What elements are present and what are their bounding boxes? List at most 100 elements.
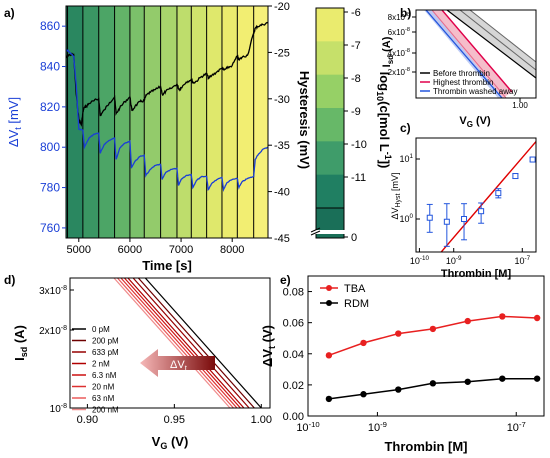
d-xtick-label: 0.90 xyxy=(77,414,98,426)
a-background-band xyxy=(206,6,222,238)
panel-label-e: e) xyxy=(280,273,291,287)
d-iv-curve xyxy=(113,278,231,408)
b-ylabel: Isd (A) xyxy=(381,36,395,67)
b-xlabel-rest: (V) xyxy=(473,115,491,127)
a-ytick-right-label: -20 xyxy=(274,1,290,13)
a-background-band xyxy=(160,6,177,238)
plot-a-injection-lines xyxy=(67,6,255,238)
a-background-band xyxy=(191,6,207,238)
colorbar-label-rest: (c[mol L xyxy=(377,101,392,152)
d-iv-curves xyxy=(113,278,262,408)
d-iv-curve xyxy=(123,278,241,408)
a-ylabel-left-unit: [mV] xyxy=(6,97,21,127)
c-ytick-label-base: 10 xyxy=(399,154,409,164)
plot-a-ticks: 5000 6000 7000 8000 760 780 800 820 840 860 -20 -25… xyxy=(40,1,290,256)
panel-label-b: b) xyxy=(400,6,411,20)
b-xlabel-sub: G xyxy=(467,120,473,129)
colorbar-ticks: -6 -7 -8 -9 -10 -11 0 xyxy=(344,7,367,244)
d-ytick-label-base: 3x10 xyxy=(39,286,61,297)
e-xtick-label: 10-9 xyxy=(368,420,387,434)
a-ytick-right-label: -40 xyxy=(274,187,290,199)
b-xlabel: VG (V) xyxy=(459,115,491,129)
b-ytick-label-sup: -8 xyxy=(405,48,410,54)
a-ytick-right-label: -25 xyxy=(274,47,290,59)
d-xlabel-sub: G xyxy=(160,441,167,451)
e-series-line xyxy=(328,315,538,357)
e-xtick-label-base: 10 xyxy=(368,422,380,434)
e-legend-tba: TBA xyxy=(344,283,366,295)
b-ytick-label: 8x10-8 xyxy=(388,12,410,22)
b-ytick-label: 6x10-8 xyxy=(388,27,410,37)
d-arrow-label: ΔVt xyxy=(170,359,188,373)
e-ytick-label: 0.00 xyxy=(283,411,304,423)
e-xtick-label: 10-10 xyxy=(296,420,319,434)
a-ytick-left-label: 820 xyxy=(40,100,60,114)
e-point xyxy=(429,325,437,333)
plot-b-frame xyxy=(415,9,537,99)
d-iv-curve xyxy=(120,278,238,408)
a-background-band xyxy=(221,6,238,238)
a-background-band xyxy=(67,6,83,238)
colorbar-cell xyxy=(316,108,344,142)
d-ylabel: Isd (A) xyxy=(12,325,29,361)
a-ytick-left-label: 780 xyxy=(40,181,60,195)
e-point xyxy=(499,375,506,382)
e-point xyxy=(325,352,333,359)
a-ylabel-left-main: ΔV xyxy=(6,129,21,147)
c-fit-line xyxy=(440,140,536,252)
e-legend-rdm: RDM xyxy=(344,298,369,310)
colorbar-cell xyxy=(316,74,344,109)
e-ytick-label: 0.08 xyxy=(283,287,304,299)
d-ytick-label: 3x10-8 xyxy=(39,285,67,297)
d-ylabel-sub: sd xyxy=(19,347,29,358)
b-curve-pink-2 xyxy=(431,10,507,98)
e-ytick-label: 0.06 xyxy=(283,318,304,330)
colorbar-label: log10(c[mol L-1]) xyxy=(375,72,393,169)
c-ytick-label: 101 xyxy=(399,153,413,164)
c-point xyxy=(495,190,502,197)
e-series xyxy=(325,313,541,403)
b-ytick-label-base: 8x10 xyxy=(388,13,406,22)
c-ylabel-main: ΔV xyxy=(390,208,400,220)
e-ylabel-sub: t xyxy=(267,346,277,349)
e-point xyxy=(429,380,437,387)
d-ytick-label-sup: -8 xyxy=(61,403,67,410)
e-legend-marker-rdm xyxy=(326,300,332,306)
a-ytick-right-label: -30 xyxy=(274,94,290,106)
d-xtick-label: 1.00 xyxy=(251,414,272,426)
d-ylabel-main: I xyxy=(12,357,27,361)
colorbar-tick-label: -7 xyxy=(351,40,361,52)
d-iv-curve xyxy=(137,278,255,408)
c-ytick-label-base: 10 xyxy=(399,214,409,224)
colorbar-cells xyxy=(315,8,345,239)
colorbar-tick-label: -6 xyxy=(351,7,361,19)
b-ylabel-main: I xyxy=(381,64,393,67)
e-xtick-label-sup: -9 xyxy=(380,420,387,429)
a-background-band xyxy=(253,6,268,238)
c-xtick-label-base: 10 xyxy=(514,256,524,266)
d-iv-curve xyxy=(127,278,245,408)
panel-label-a: a) xyxy=(4,6,15,20)
e-legend: TBA RDM xyxy=(320,283,369,310)
a-ylabel-right: Hysteresis (mV) xyxy=(297,71,312,169)
a-ylabel-left: ΔVt [mV] xyxy=(6,97,23,147)
e-ytick-label: 0.04 xyxy=(283,349,304,361)
a-ytick-left-label: 760 xyxy=(40,221,60,235)
d-xlabel: VG (V) xyxy=(152,434,189,451)
b-legend-before: Before thrombin xyxy=(433,69,490,78)
b-ylabel-rest: (A) xyxy=(381,36,393,55)
c-ytick-label: 100 xyxy=(399,213,413,224)
a-background-band xyxy=(144,6,161,238)
c-xlabel: Thrombin [M] xyxy=(441,268,512,280)
e-xtick-label-sup: -7 xyxy=(519,420,526,429)
b-legend: Before thrombin Highest thrombin Thrombi… xyxy=(420,69,517,96)
e-xtick-label-base: 10 xyxy=(296,422,308,434)
d-legend-label: 63 nM xyxy=(92,394,115,403)
d-arrow-label-sub: t xyxy=(185,364,188,373)
e-point xyxy=(395,330,402,337)
colorbar-tick-label: -8 xyxy=(351,73,361,85)
a-xtick-label: 8000 xyxy=(220,244,244,256)
